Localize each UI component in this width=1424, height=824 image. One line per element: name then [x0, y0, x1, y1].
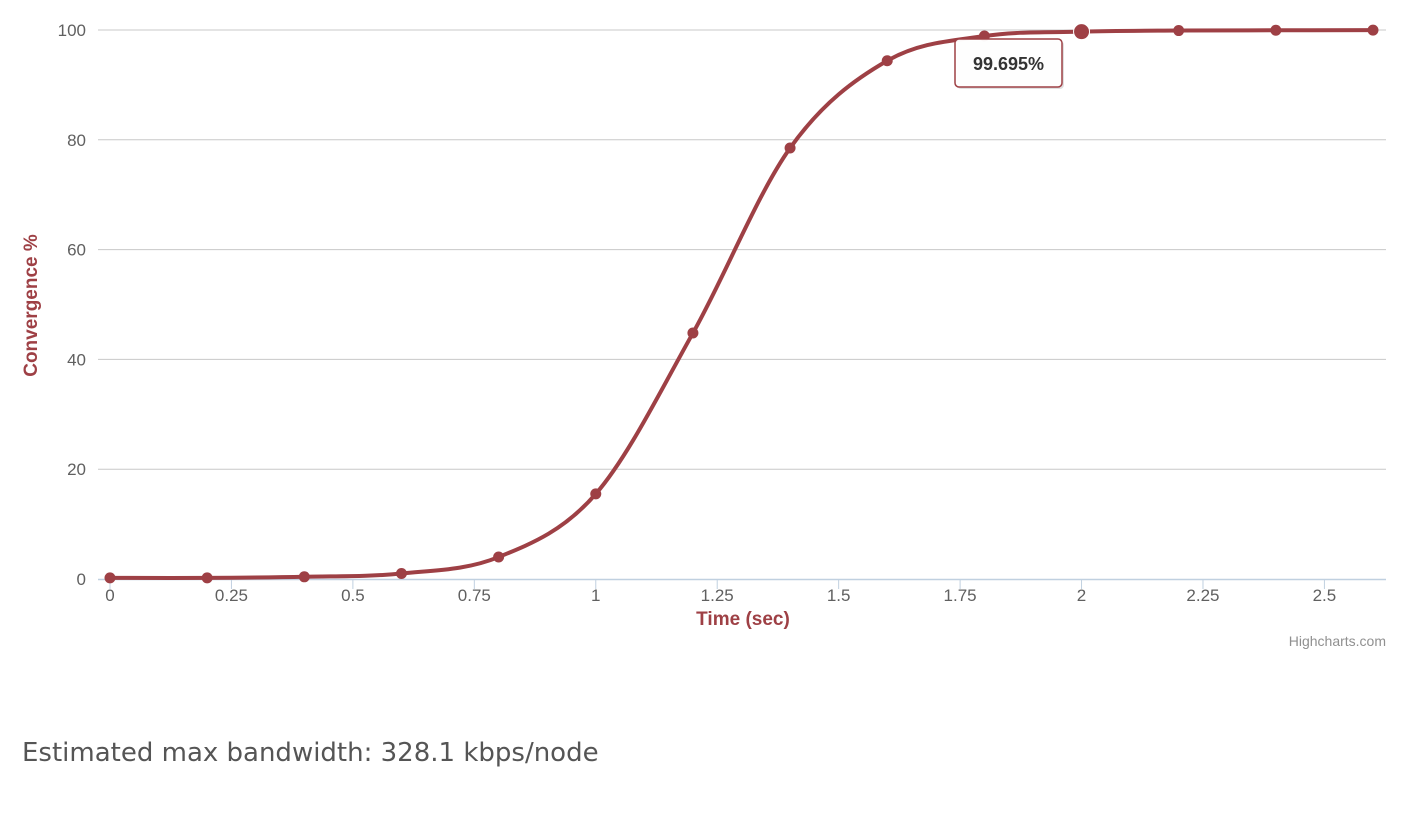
x-tick-label: 1.75 [944, 586, 977, 605]
x-tick-label: 2.5 [1313, 586, 1337, 605]
data-point [201, 572, 213, 584]
x-tick-label: 0.5 [341, 586, 365, 605]
data-point [493, 551, 505, 563]
grid-lines [98, 29, 1386, 470]
data-point [395, 568, 407, 580]
y-tick-label: 80 [67, 131, 86, 150]
x-axis-title: Time (sec) [696, 609, 790, 630]
x-tick-label: 0.25 [215, 586, 248, 605]
tooltip-text: 99.695% [973, 54, 1044, 74]
tooltip-box [954, 38, 1063, 88]
y-tick-label: 0 [77, 570, 86, 589]
y-tick-label: 100 [58, 21, 86, 40]
x-tick-label: 0.75 [458, 586, 491, 605]
x-axis: 0 0.25 0.5 0.75 1 1.25 1.5 1.75 2 2.25 2.5 [98, 578, 1386, 605]
data-point [1073, 23, 1091, 41]
credits-link[interactable]: Highcharts.com [1289, 633, 1386, 649]
data-point [1367, 24, 1379, 36]
x-tick-label: 2 [1077, 586, 1086, 605]
data-point [784, 142, 796, 154]
series-line [108, 28, 1375, 580]
y-axis-title: Convergence % [21, 234, 42, 377]
data-point [1173, 25, 1185, 37]
tooltip: 99.695% [954, 38, 1064, 89]
y-axis: 0 20 40 60 80 100 [58, 21, 86, 589]
convergence-chart: 0 0.25 0.5 0.75 1 1.25 1.5 1.75 2 2.25 2.5 0 20 40 60… [21, 21, 1386, 649]
y-tick-label: 60 [67, 241, 86, 260]
data-point [687, 327, 699, 339]
bandwidth-estimate: Estimated max bandwidth: 328.1 kbps/node [22, 738, 599, 768]
x-tick-label: 1.5 [827, 586, 851, 605]
data-point [104, 572, 116, 584]
x-tick-label: 2.25 [1186, 586, 1219, 605]
data-point [298, 571, 310, 583]
data-point [1270, 24, 1282, 36]
x-tick-label: 0 [105, 586, 114, 605]
data-point [590, 488, 602, 500]
y-tick-label: 20 [67, 460, 86, 479]
x-tick-label: 1.25 [701, 586, 734, 605]
y-tick-label: 40 [67, 350, 86, 369]
series-layer [104, 23, 1379, 584]
data-point [881, 55, 893, 67]
x-tick-label: 1 [591, 586, 600, 605]
